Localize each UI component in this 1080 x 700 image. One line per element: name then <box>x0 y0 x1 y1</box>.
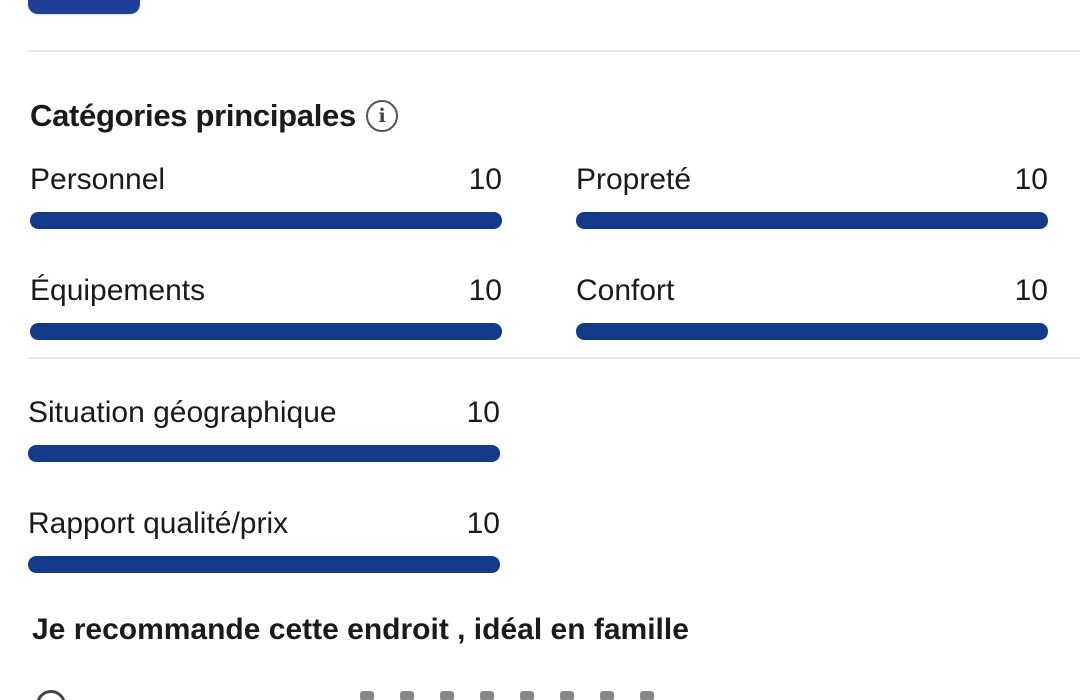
top-action-button[interactable] <box>28 0 140 14</box>
rating-bar-fill <box>30 212 502 229</box>
truncated-review-text <box>360 688 720 700</box>
rating-bar-fill <box>28 445 500 462</box>
rating-label: Rapport qualité/prix <box>28 507 289 540</box>
rating-bar <box>30 212 502 229</box>
rating-bar-fill <box>30 323 502 340</box>
rating-bar <box>576 323 1048 340</box>
divider <box>28 50 1080 52</box>
rating-bar <box>28 445 500 462</box>
rating-bar <box>28 556 500 573</box>
rating-bar <box>30 323 502 340</box>
section-title-text: Catégories principales <box>30 98 356 133</box>
rating-bar <box>576 212 1048 229</box>
rating-situation-geographique: Situation géographique 10 <box>28 393 500 462</box>
section-title: Catégories principales i <box>30 96 398 136</box>
rating-confort: Confort 10 <box>576 271 1048 340</box>
rating-bar-fill <box>576 212 1048 229</box>
rating-label: Confort <box>576 274 675 307</box>
info-icon[interactable]: i <box>365 100 398 132</box>
rating-bar-fill <box>28 556 500 573</box>
rating-label: Propreté <box>576 163 692 196</box>
rating-score: 10 <box>466 396 500 429</box>
rating-score: 10 <box>468 274 502 307</box>
avatar-icon <box>36 690 66 700</box>
divider <box>28 357 1080 359</box>
rating-bar-fill <box>576 323 1048 340</box>
rating-proprete: Propreté 10 <box>576 160 1048 229</box>
review-title: Je recommande cette endroit , idéal en f… <box>32 613 689 646</box>
rating-rapport-qualite-prix: Rapport qualité/prix 10 <box>28 504 500 573</box>
rating-score: 10 <box>1014 274 1048 307</box>
rating-personnel: Personnel 10 <box>30 160 502 229</box>
rating-label: Équipements <box>30 274 206 307</box>
rating-equipements: Équipements 10 <box>30 271 502 340</box>
rating-score: 10 <box>466 507 500 540</box>
rating-label: Personnel <box>30 163 166 196</box>
rating-score: 10 <box>1014 163 1048 196</box>
rating-label: Situation géographique <box>28 396 337 429</box>
rating-score: 10 <box>468 163 502 196</box>
